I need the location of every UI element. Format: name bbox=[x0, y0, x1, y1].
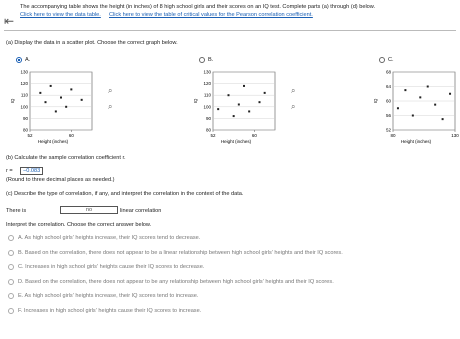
x-tick-label: 52 bbox=[210, 133, 216, 138]
x-tick-label: 52 bbox=[27, 133, 33, 138]
point bbox=[60, 96, 62, 99]
y-tick-label: 80 bbox=[23, 128, 29, 133]
x-tick-label: 60 bbox=[69, 133, 75, 138]
point bbox=[243, 84, 245, 87]
point bbox=[419, 96, 422, 99]
y-tick-label: 100 bbox=[20, 104, 28, 109]
plot-frame bbox=[212, 71, 276, 131]
y-tick-label: 110 bbox=[21, 93, 29, 98]
point bbox=[396, 107, 399, 110]
y-axis-label: IQ bbox=[373, 98, 378, 103]
option-label: A. bbox=[25, 57, 31, 63]
y-tick-label: 100 bbox=[203, 104, 211, 109]
point bbox=[217, 108, 220, 111]
radio[interactable] bbox=[8, 307, 14, 314]
point bbox=[70, 88, 73, 91]
y-axis-label: IQ bbox=[193, 98, 198, 103]
radio[interactable] bbox=[8, 264, 14, 270]
point bbox=[232, 115, 235, 118]
y-tick-label: 120 bbox=[20, 81, 28, 86]
r-input[interactable]: −0.083 bbox=[20, 167, 44, 175]
x-axis-label: Height (inches) bbox=[221, 139, 252, 144]
point bbox=[248, 110, 251, 113]
back-arrow[interactable]: ⇤ bbox=[4, 14, 15, 28]
point bbox=[227, 94, 230, 97]
dropdown[interactable]: no bbox=[60, 206, 118, 214]
point bbox=[449, 92, 452, 95]
point bbox=[434, 103, 437, 106]
point bbox=[258, 101, 261, 104]
radio[interactable] bbox=[16, 57, 22, 63]
y-tick-label: 90 bbox=[23, 116, 29, 121]
y-tick-label: 56 bbox=[386, 113, 392, 118]
link[interactable]: Click here to view the data table. bbox=[20, 12, 101, 18]
choice[interactable]: D. Based on the correlation, there does … bbox=[18, 278, 334, 285]
y-tick-label: 130 bbox=[203, 70, 211, 75]
link[interactable]: Click here to view the table of critical… bbox=[109, 12, 313, 18]
y-tick-label: 90 bbox=[206, 116, 212, 121]
zoom-icon[interactable]: ⌕ bbox=[108, 86, 113, 95]
plot-frame bbox=[29, 71, 93, 131]
x-tick-label: 60 bbox=[252, 133, 258, 138]
point bbox=[404, 89, 407, 92]
y-tick-label: 60 bbox=[386, 99, 392, 104]
x-tick-label: 80 bbox=[390, 133, 396, 138]
y-tick-label: 80 bbox=[206, 128, 212, 133]
point bbox=[65, 105, 68, 108]
point bbox=[49, 84, 52, 87]
y-tick-label: 110 bbox=[204, 93, 212, 98]
part-c-prompt: (c) Describe the type of correlation, if… bbox=[6, 191, 244, 197]
y-axis-label: IQ bbox=[10, 98, 15, 103]
point bbox=[441, 118, 444, 121]
choice[interactable]: F. Increases in high school girls' heigh… bbox=[18, 307, 202, 314]
point bbox=[411, 114, 414, 117]
choice[interactable]: E. As high school girls' heights increas… bbox=[18, 293, 199, 299]
point bbox=[237, 103, 240, 106]
point bbox=[54, 110, 57, 113]
radio[interactable] bbox=[199, 57, 205, 63]
radio[interactable] bbox=[8, 278, 14, 285]
radio[interactable] bbox=[8, 235, 14, 241]
part-a-prompt: (a) Display the data in a scatter plot. … bbox=[6, 40, 178, 46]
header-title: The accompanying table shows the height … bbox=[20, 4, 376, 10]
there-is: There is bbox=[6, 208, 27, 214]
part-b-prompt: (b) Calculate the sample correlation coe… bbox=[6, 155, 126, 161]
point bbox=[263, 91, 266, 94]
point bbox=[80, 98, 83, 101]
interpret: Interpret the correlation. Choose the co… bbox=[6, 222, 152, 228]
point bbox=[426, 85, 429, 88]
y-tick-label: 52 bbox=[386, 128, 392, 133]
zoom-icon[interactable]: ⌕ bbox=[108, 102, 113, 111]
radio[interactable] bbox=[379, 57, 385, 63]
y-tick-label: 130 bbox=[20, 70, 28, 75]
choice[interactable]: A. As high school girls' heights increas… bbox=[18, 235, 201, 241]
y-tick-label: 64 bbox=[386, 84, 392, 89]
suffix: linear correlation bbox=[120, 208, 162, 214]
note: (Round to three decimal places as needed… bbox=[6, 177, 115, 183]
choice[interactable]: C. Increases in high school girls' heigh… bbox=[18, 264, 205, 270]
r-label: r = bbox=[6, 168, 13, 174]
x-axis-label: Height (inches) bbox=[38, 139, 69, 144]
y-tick-label: 68 bbox=[386, 70, 392, 75]
radio[interactable] bbox=[8, 249, 14, 256]
radio[interactable] bbox=[8, 293, 14, 299]
y-tick-label: 120 bbox=[203, 81, 211, 86]
point bbox=[44, 101, 47, 104]
x-axis-label: Height (inches) bbox=[401, 139, 432, 144]
choice[interactable]: B. Based on the correlation, there does … bbox=[18, 249, 343, 256]
divider bbox=[4, 30, 456, 31]
zoom-icon[interactable]: ⌕ bbox=[291, 102, 296, 111]
scatter-plot: 52 56 60 64 68 80 130 Height (inches) IQ bbox=[373, 70, 459, 145]
option-label: B. bbox=[208, 57, 214, 63]
point bbox=[39, 91, 42, 94]
x-tick-label: 130 bbox=[451, 133, 459, 138]
zoom-icon[interactable]: ⌕ bbox=[291, 86, 296, 95]
option-label: C. bbox=[388, 57, 394, 63]
